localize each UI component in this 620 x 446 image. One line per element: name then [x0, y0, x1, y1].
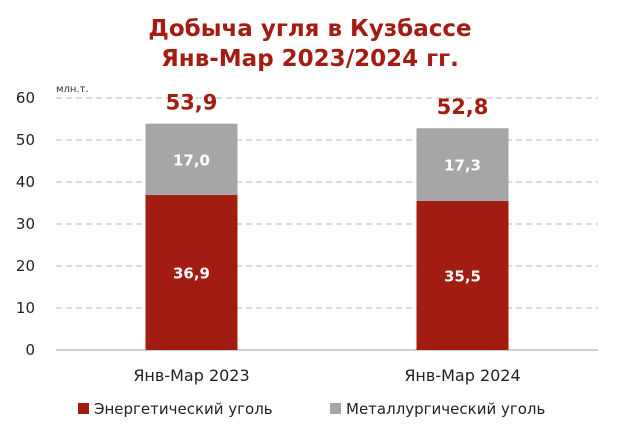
bar-segment-label: 17,3: [444, 157, 481, 175]
y-tick-label: 20: [16, 257, 35, 275]
bar-segment-energy: [416, 200, 509, 350]
bar-total-label: 53,9: [166, 91, 218, 115]
bar-segment-label: 36,9: [173, 265, 210, 283]
chart-title-line-1: Добыча угля в Кузбассе: [148, 16, 471, 42]
chart-title-line-2: Янв-Мар 2023/2024 гг.: [161, 46, 459, 72]
bar-segment-label: 35,5: [444, 267, 481, 285]
bar-total-label: 52,8: [437, 95, 489, 119]
bar-segment-metallurgical: [416, 128, 509, 201]
legend-label: Металлургический уголь: [346, 400, 545, 418]
y-tick-label: 30: [16, 215, 35, 233]
bars: 36,9 17,0 53,9 35,5 17,3 52,8: [145, 91, 509, 350]
y-tick-label: 40: [16, 173, 35, 191]
legend-label: Энергетический уголь: [94, 400, 273, 418]
gridlines: [56, 97, 598, 309]
bar-segment-metallurgical: [145, 123, 238, 196]
legend-swatch: [78, 403, 89, 414]
legend: Энергетический уголь Металлургический уго…: [78, 400, 545, 418]
bar-segment-energy: [145, 195, 238, 350]
x-category-label: Янв-Мар 2024: [404, 366, 520, 385]
y-tick-label: 50: [16, 131, 35, 149]
legend-swatch: [330, 403, 341, 414]
y-tick-label: 60: [16, 89, 35, 107]
y-unit-label: млн.т.: [56, 84, 89, 95]
x-axis: Янв-Мар 2023 Янв-Мар 2024: [133, 366, 520, 385]
bar-segment-label: 17,0: [173, 151, 210, 169]
x-category-label: Янв-Мар 2023: [133, 366, 249, 385]
y-tick-label: 0: [25, 341, 35, 359]
y-tick-label: 10: [16, 299, 35, 317]
